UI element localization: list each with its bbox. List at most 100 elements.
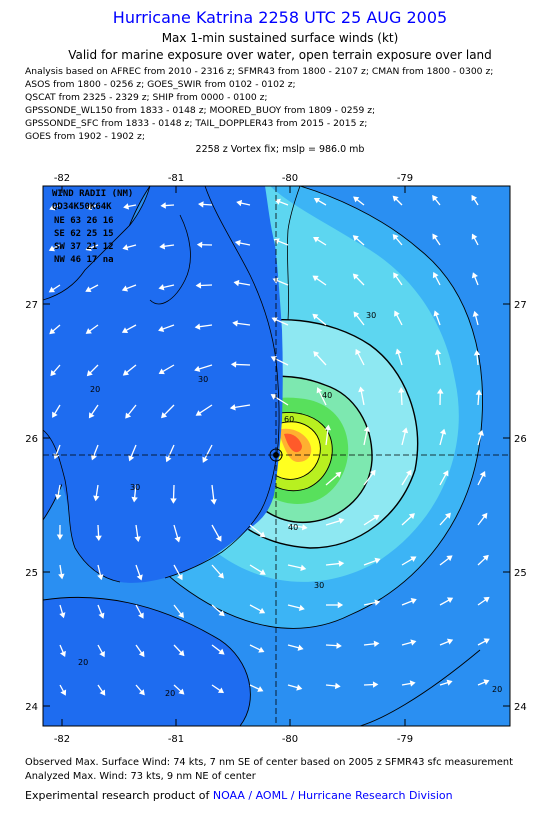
wind-vector-arrowhead <box>270 356 277 362</box>
wind-vector-arrowhead <box>138 650 145 658</box>
wind-vector-arrowhead <box>178 611 184 618</box>
lon-tick-label: -82 <box>54 173 70 184</box>
subtitle: Max 1-min sustained surface winds (kt) <box>161 31 399 45</box>
wind-vector-arrowhead <box>482 554 489 561</box>
contour-label: 30 <box>130 483 140 492</box>
wind-vector-arrowhead <box>446 679 453 686</box>
wind-field-contours <box>43 186 510 726</box>
wind-vector-arrowhead <box>312 313 319 320</box>
wind-vector-arrowhead <box>483 596 490 603</box>
wind-vector-arrowhead <box>138 612 144 619</box>
wind-vector-arrowhead <box>313 351 320 358</box>
wind-band-below-20 <box>43 597 251 726</box>
lon-tick-label: -79 <box>397 734 413 745</box>
wind-vector-arrowhead <box>122 369 130 376</box>
analysis-source-line: QSCAT from 2325 - 2329 z; SHIP from 0000… <box>25 92 268 103</box>
lat-tick-label: 27 <box>25 300 38 311</box>
contour-label: 30 <box>366 311 376 320</box>
wind-vector-arrowhead <box>85 244 92 252</box>
latitude-labels-left: 27 26 25 24 <box>25 300 38 713</box>
wind-vector-arrowhead <box>90 454 97 461</box>
longitude-labels-bottom: -82 -81 -80 -79 <box>54 734 413 745</box>
wind-vector-arrowhead <box>93 495 100 502</box>
wind-radii-columns: QD34K50K64K <box>52 202 112 212</box>
wind-vector-arrowhead <box>195 410 202 416</box>
wind-vector-arrowhead <box>56 534 64 540</box>
contour-label: 40 <box>322 391 332 400</box>
wind-vector-arrowhead <box>202 456 209 463</box>
wind-vector-arrowhead <box>121 285 129 292</box>
wind-vector-arrowhead <box>471 194 478 202</box>
wind-vector-arrowhead <box>405 469 412 476</box>
wind-vector-arrowhead <box>60 689 67 696</box>
wind-vector-arrowhead <box>481 512 488 520</box>
wind-vector-arrowhead <box>394 310 400 317</box>
page-title: Hurricane Katrina 2258 UTC 25 AUG 2005 <box>112 8 448 27</box>
wind-vector-arrowhead <box>236 199 243 207</box>
wind-vector-arrowhead <box>230 361 237 368</box>
lon-tick-label: -80 <box>282 173 298 184</box>
wind-vector-arrowhead <box>85 286 92 293</box>
contour-label: 20 <box>165 689 175 698</box>
wind-vector-arrowhead <box>95 535 102 542</box>
wind-vector-arrowhead <box>176 573 183 581</box>
wind-vector-arrowhead <box>215 535 222 542</box>
wind-vector-arrowhead <box>446 638 454 645</box>
observed-max-wind: Observed Max. Surface Wind: 74 kts, 7 nm… <box>25 757 513 768</box>
wind-vector-arrowhead <box>195 282 202 289</box>
lat-tick-label: 26 <box>25 434 38 445</box>
wind-band-peak <box>284 433 302 453</box>
wind-vector-arrowhead <box>335 471 342 478</box>
wind-vector-arrowhead <box>59 612 66 619</box>
wind-vector-arrowhead <box>123 203 130 210</box>
wind-vectors <box>48 194 490 696</box>
wind-vector-arrowhead <box>274 198 281 205</box>
wind-vector-arrowhead <box>410 598 417 605</box>
wind-vector-arrowhead <box>136 574 143 581</box>
lat-tick-label: 25 <box>514 568 527 579</box>
lat-tick-label: 24 <box>514 702 527 713</box>
wind-vector-arrowhead <box>88 412 95 419</box>
wind-vector-arrowhead <box>217 572 224 579</box>
lon-tick-label: -80 <box>282 734 298 745</box>
wind-vector-arrowhead <box>312 275 319 282</box>
wind-vector-arrowhead <box>99 650 105 658</box>
wind-vector-arrowhead <box>301 524 308 531</box>
wind-vector-arrowhead <box>161 412 168 419</box>
wind-vector-arrowhead <box>196 241 203 248</box>
wind-vector-arrowhead <box>471 233 478 240</box>
wind-vector-arrowhead <box>313 236 320 243</box>
wind-vector-arrowhead <box>270 394 277 400</box>
wind-vector-arrowhead <box>194 323 201 330</box>
validity-note: Valid for marine exposure over water, op… <box>68 48 492 62</box>
wind-radii-row: NE 63 26 16 <box>54 216 114 226</box>
wind-vector-arrowhead <box>353 196 360 203</box>
wind-vector-arrowhead <box>434 349 442 355</box>
wind-vector-arrowhead <box>432 233 439 240</box>
wind-vector-arrowhead <box>52 411 58 418</box>
wind-vector-arrowhead <box>198 201 204 208</box>
wind-vector-arrowhead <box>355 348 362 356</box>
wind-vector-arrowhead <box>473 349 481 356</box>
wind-vector-arrowhead <box>98 612 105 619</box>
wind-vector-arrowhead <box>125 412 132 419</box>
wind-vector-arrowhead <box>232 320 238 327</box>
wind-vector-arrowhead <box>297 644 304 651</box>
wind-vector-arrowhead <box>178 650 185 657</box>
credit-organization-link[interactable]: NOAA / AOML / Hurricane Research Divisio… <box>212 789 453 802</box>
wind-vector-arrowhead <box>218 648 225 655</box>
wind-vector-arrowhead <box>433 310 440 317</box>
wind-vector-arrowhead <box>392 234 399 241</box>
wind-vector-arrowhead <box>158 368 165 375</box>
wind-vector-arrowhead <box>158 325 165 332</box>
wind-vector-arrowhead <box>373 514 380 521</box>
contour-labels: 20 30 40 60 30 40 30 20 20 20 30 <box>78 311 502 698</box>
wind-vector-arrowhead <box>217 687 225 694</box>
analysis-source-line: GOES from 1902 - 1902 z; <box>25 131 145 142</box>
wind-vector-arrowhead <box>159 243 166 250</box>
wind-vector-arrowhead <box>54 494 62 500</box>
wind-vector-arrowhead <box>472 310 479 317</box>
wind-vector-arrowhead <box>483 638 490 645</box>
axis-ticks <box>43 186 510 726</box>
wind-vector-arrowhead <box>258 646 265 653</box>
